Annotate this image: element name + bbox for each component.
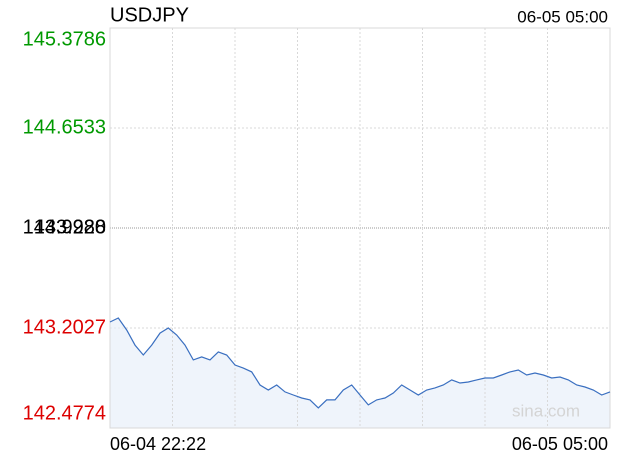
y-tick-label: 143.928: [34, 216, 106, 238]
x-tick-label: 06-05 05:00: [512, 434, 608, 454]
y-tick-label: 143.9280: [23, 216, 106, 238]
update-time: 06-05 05:00: [517, 7, 608, 26]
watermark: sina.com: [512, 401, 580, 420]
chart-title: USDJPY: [110, 4, 189, 26]
y-tick-label: 144.6533: [23, 116, 106, 138]
y-tick-label: 145.3786: [23, 28, 106, 50]
vertical-grid: [172, 28, 548, 428]
y-tick-label: 143.2027: [23, 316, 106, 338]
price-line: [109, 317, 611, 409]
x-tick-label: 06-04 22:22: [110, 434, 206, 454]
y-tick-label: 142.4774: [23, 402, 106, 424]
